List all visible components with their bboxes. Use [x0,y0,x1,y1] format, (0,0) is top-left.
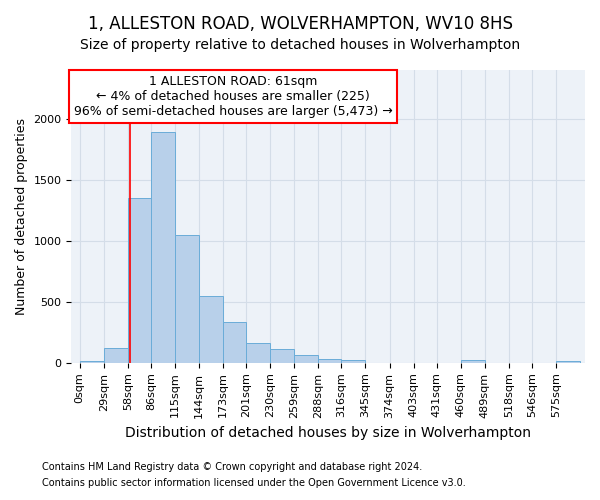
Text: Contains HM Land Registry data © Crown copyright and database right 2024.: Contains HM Land Registry data © Crown c… [42,462,422,472]
Bar [341,360,365,363]
Bar [318,358,341,363]
Text: Contains public sector information licensed under the Open Government Licence v3: Contains public sector information licen… [42,478,466,488]
Bar [80,361,104,363]
Bar [461,360,485,363]
Bar [556,361,580,363]
Text: 1, ALLESTON ROAD, WOLVERHAMPTON, WV10 8HS: 1, ALLESTON ROAD, WOLVERHAMPTON, WV10 8H… [88,15,512,33]
Bar [175,236,199,363]
Text: 1 ALLESTON ROAD: 61sqm
← 4% of detached houses are smaller (225)
96% of semi-det: 1 ALLESTON ROAD: 61sqm ← 4% of detached … [74,75,392,118]
Bar [294,355,318,363]
Y-axis label: Number of detached properties: Number of detached properties [15,118,28,315]
Bar [246,344,270,363]
Bar [199,296,223,363]
Bar [104,348,128,363]
Bar [151,132,175,363]
Bar [128,198,151,363]
Bar [270,350,294,363]
Bar [223,322,246,363]
X-axis label: Distribution of detached houses by size in Wolverhampton: Distribution of detached houses by size … [125,426,531,440]
Text: Size of property relative to detached houses in Wolverhampton: Size of property relative to detached ho… [80,38,520,52]
